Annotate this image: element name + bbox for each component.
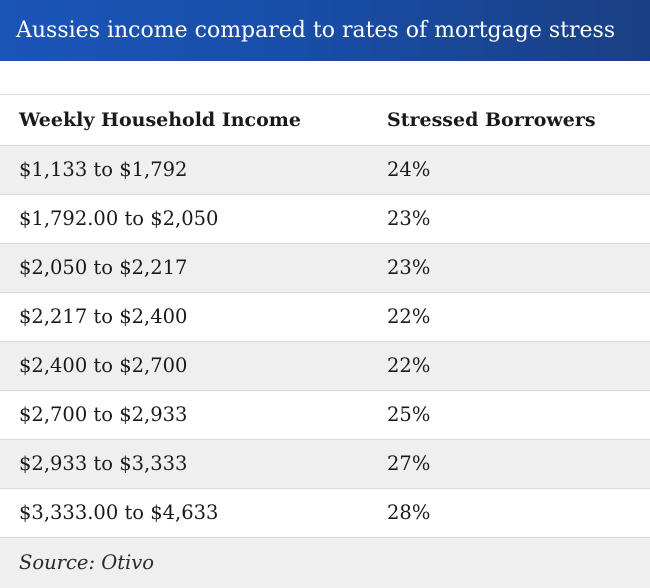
- stressed-cell: 27%: [368, 439, 650, 489]
- table-row: $2,700 to $2,933 25%: [0, 390, 650, 440]
- income-cell: $2,400 to $2,700: [0, 341, 368, 391]
- income-cell: $2,933 to $3,333: [0, 439, 368, 489]
- income-cell: $2,700 to $2,933: [0, 390, 368, 440]
- stressed-cell: 25%: [368, 390, 650, 440]
- table-row: $2,933 to $3,333 27%: [0, 439, 650, 489]
- stressed-cell: 22%: [368, 341, 650, 391]
- income-cell: $2,217 to $2,400: [0, 292, 368, 342]
- income-cell: $2,050 to $2,217: [0, 243, 368, 293]
- column-header-income: Weekly Household Income: [0, 95, 368, 146]
- stressed-cell: 28%: [368, 488, 650, 538]
- stressed-cell: 22%: [368, 292, 650, 342]
- column-header-stressed: Stressed Borrowers: [368, 95, 650, 146]
- source-note: Source: Otivo: [0, 537, 650, 588]
- table-row: $2,400 to $2,700 22%: [0, 341, 650, 391]
- income-cell: $3,333.00 to $4,633: [0, 488, 368, 538]
- table-row: $3,333.00 to $4,633 28%: [0, 488, 650, 538]
- income-cell: $1,792.00 to $2,050: [0, 194, 368, 244]
- stressed-cell: 23%: [368, 194, 650, 244]
- stressed-cell: 24%: [368, 145, 650, 195]
- table-row: $1,792.00 to $2,050 23%: [0, 194, 650, 244]
- income-cell: $1,133 to $1,792: [0, 145, 368, 195]
- table-row: $2,217 to $2,400 22%: [0, 292, 650, 342]
- title-bar: Aussies income compared to rates of mort…: [0, 0, 650, 61]
- table-title: Aussies income compared to rates of mort…: [16, 18, 616, 43]
- table-row: $1,133 to $1,792 24%: [0, 145, 650, 195]
- header-spacer: [0, 61, 650, 95]
- header-row: Weekly Household Income Stressed Borrowe…: [0, 95, 650, 146]
- table-row: $2,050 to $2,217 23%: [0, 243, 650, 293]
- stressed-cell: 23%: [368, 243, 650, 293]
- data-table: Weekly Household Income Stressed Borrowe…: [0, 95, 650, 538]
